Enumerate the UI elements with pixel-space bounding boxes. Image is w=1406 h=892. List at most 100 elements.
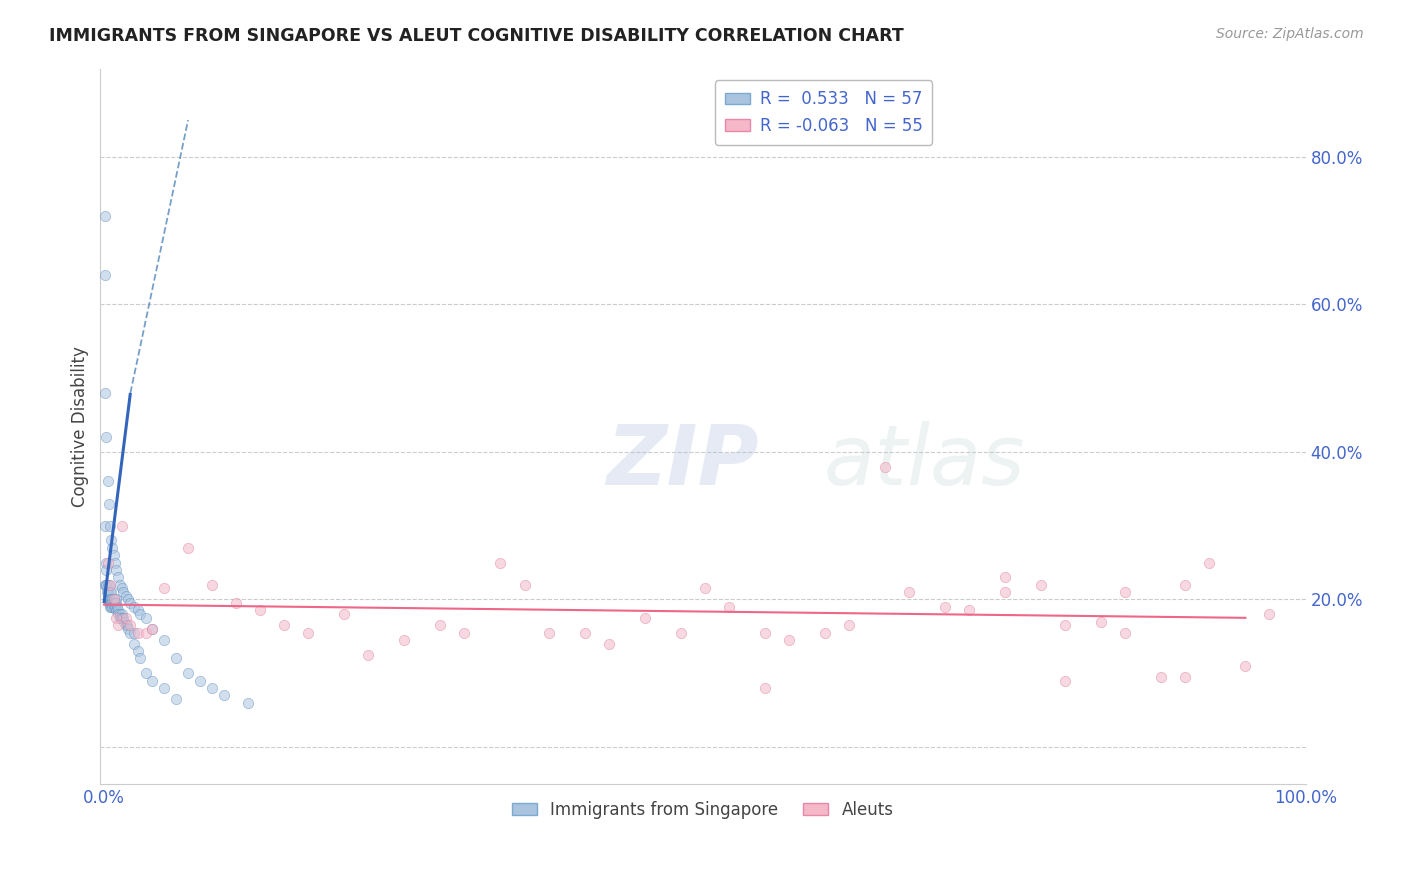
Point bbox=[1198, 556, 1220, 570]
Point bbox=[120, 625, 142, 640]
Point bbox=[177, 541, 200, 555]
Point bbox=[122, 637, 145, 651]
Point bbox=[97, 592, 120, 607]
Point bbox=[1174, 577, 1197, 591]
Point bbox=[97, 556, 120, 570]
Point bbox=[1258, 607, 1281, 622]
Point bbox=[1150, 670, 1173, 684]
Text: ZIP: ZIP bbox=[606, 421, 759, 502]
Point bbox=[104, 596, 127, 610]
Point bbox=[94, 556, 117, 570]
Point bbox=[94, 577, 117, 591]
Point bbox=[120, 618, 142, 632]
Point bbox=[165, 692, 187, 706]
Point bbox=[129, 607, 152, 622]
Point bbox=[104, 556, 127, 570]
Point bbox=[111, 582, 134, 596]
Point bbox=[97, 577, 120, 591]
Point bbox=[634, 611, 657, 625]
Point bbox=[96, 585, 118, 599]
Point bbox=[107, 570, 129, 584]
Point bbox=[873, 459, 896, 474]
Point bbox=[693, 582, 716, 596]
Point bbox=[111, 607, 134, 622]
Point bbox=[107, 618, 129, 632]
Point bbox=[103, 592, 125, 607]
Point bbox=[1031, 577, 1053, 591]
Point bbox=[103, 599, 125, 614]
Point bbox=[104, 603, 127, 617]
Point bbox=[97, 497, 120, 511]
Point bbox=[97, 585, 120, 599]
Point bbox=[814, 625, 837, 640]
Point bbox=[94, 209, 117, 223]
Point bbox=[1114, 585, 1136, 599]
Point bbox=[537, 625, 560, 640]
Point bbox=[127, 625, 149, 640]
Text: IMMIGRANTS FROM SINGAPORE VS ALEUT COGNITIVE DISABILITY CORRELATION CHART: IMMIGRANTS FROM SINGAPORE VS ALEUT COGNI… bbox=[49, 27, 904, 45]
Point bbox=[598, 637, 620, 651]
Point bbox=[100, 585, 122, 599]
Point bbox=[1114, 625, 1136, 640]
Point bbox=[153, 681, 176, 695]
Point bbox=[110, 611, 132, 625]
Point bbox=[153, 632, 176, 647]
Point bbox=[94, 268, 117, 282]
Point bbox=[112, 615, 135, 629]
Point bbox=[898, 585, 921, 599]
Point bbox=[135, 625, 157, 640]
Point bbox=[225, 596, 247, 610]
Point bbox=[357, 648, 380, 662]
Point bbox=[108, 577, 131, 591]
Point bbox=[177, 666, 200, 681]
Point bbox=[669, 625, 692, 640]
Point bbox=[105, 599, 128, 614]
Point bbox=[574, 625, 596, 640]
Point bbox=[135, 611, 157, 625]
Point bbox=[201, 577, 224, 591]
Point bbox=[98, 585, 121, 599]
Point bbox=[114, 618, 136, 632]
Point bbox=[333, 607, 356, 622]
Point bbox=[101, 596, 124, 610]
Point bbox=[108, 611, 131, 625]
Point bbox=[97, 592, 120, 607]
Point bbox=[127, 603, 149, 617]
Point bbox=[94, 386, 117, 401]
Point bbox=[1174, 670, 1197, 684]
Point bbox=[122, 625, 145, 640]
Point bbox=[104, 599, 127, 614]
Point bbox=[100, 596, 122, 610]
Point bbox=[838, 618, 860, 632]
Legend: Immigrants from Singapore, Aleuts: Immigrants from Singapore, Aleuts bbox=[505, 794, 900, 825]
Point bbox=[994, 570, 1017, 584]
Point bbox=[127, 644, 149, 658]
Point bbox=[103, 548, 125, 562]
Point bbox=[453, 625, 475, 640]
Point bbox=[429, 618, 451, 632]
Point bbox=[129, 651, 152, 665]
Point bbox=[101, 599, 124, 614]
Point bbox=[100, 533, 122, 548]
Point bbox=[94, 518, 117, 533]
Point bbox=[98, 592, 121, 607]
Point bbox=[249, 603, 271, 617]
Point bbox=[394, 632, 416, 647]
Point bbox=[957, 603, 980, 617]
Point bbox=[104, 592, 127, 607]
Text: atlas: atlas bbox=[824, 421, 1025, 502]
Point bbox=[513, 577, 536, 591]
Point bbox=[934, 599, 956, 614]
Point bbox=[236, 696, 259, 710]
Point bbox=[96, 577, 118, 591]
Point bbox=[141, 622, 163, 636]
Point bbox=[98, 518, 121, 533]
Point bbox=[94, 577, 117, 591]
Point bbox=[96, 563, 118, 577]
Point bbox=[135, 666, 157, 681]
Point bbox=[100, 592, 122, 607]
Point bbox=[98, 577, 121, 591]
Point bbox=[108, 607, 131, 622]
Point bbox=[101, 541, 124, 555]
Point bbox=[97, 596, 120, 610]
